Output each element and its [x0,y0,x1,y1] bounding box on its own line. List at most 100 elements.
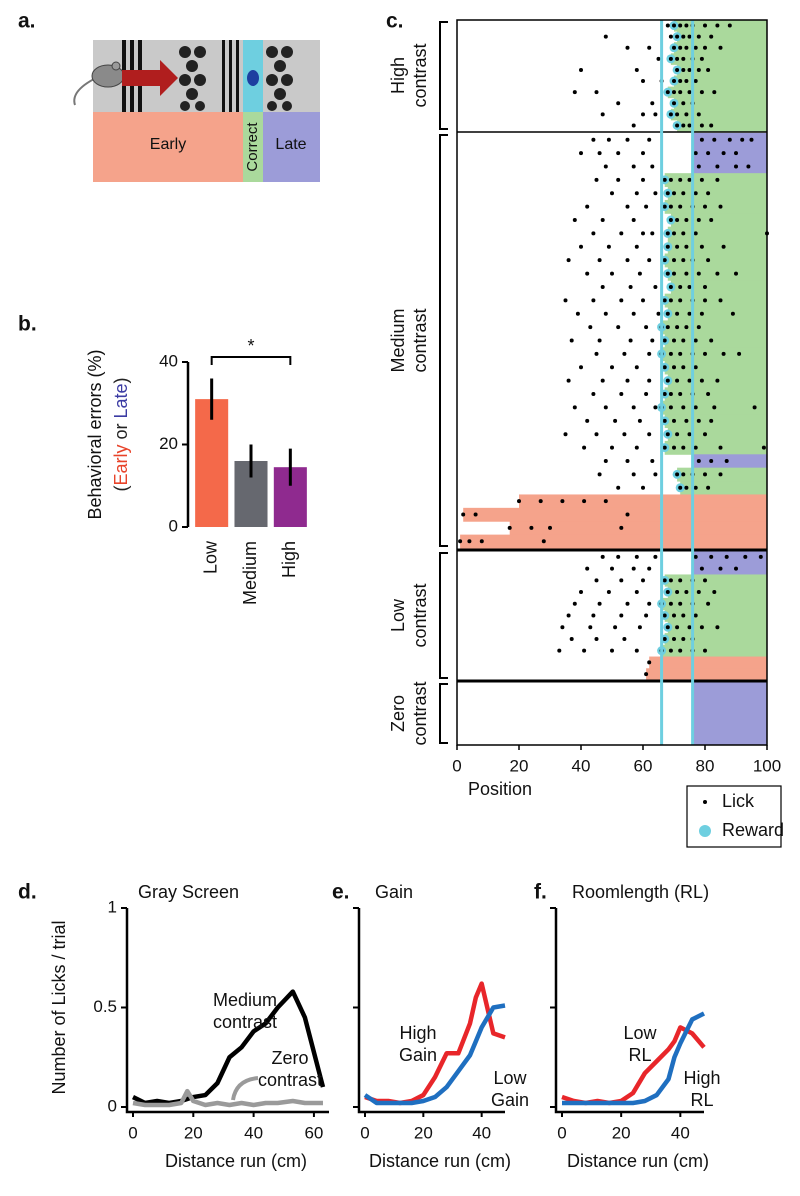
legend-label: Reward [722,820,784,840]
lick [616,177,621,182]
checker [179,46,293,111]
lick [585,566,590,571]
lick [641,298,645,303]
lick [715,271,720,276]
lick [678,648,683,653]
zone-label: Early [150,136,186,153]
lick [579,590,583,595]
lick [703,23,707,28]
lick [709,458,714,463]
lick [672,101,676,106]
lick [600,112,605,117]
late-region [692,719,767,733]
lick [610,271,614,276]
correct-region [674,97,767,110]
correct-region [664,253,767,268]
lick [588,625,593,630]
bar [195,399,229,527]
lick [579,244,583,249]
lick [641,231,645,236]
lick [734,271,738,276]
late-region [692,551,767,564]
correct-region [677,64,767,76]
lick [721,151,726,156]
lick [631,164,636,169]
lick [678,204,683,209]
lick [681,338,686,343]
lick [585,271,590,276]
lick [560,499,565,504]
legend-box [686,785,782,848]
series-label: Low RL [623,1023,657,1065]
lick [606,590,611,595]
early-region [649,656,767,669]
series-line [364,981,506,1106]
lick [675,432,680,437]
lick [715,23,720,28]
lick [572,218,577,223]
correct-region [664,333,767,348]
lick [709,554,714,559]
lick [541,539,546,544]
lick [675,311,680,316]
lick [610,191,614,196]
lick [715,177,720,182]
lick [672,365,676,370]
block-label: High contrast [388,43,430,107]
lick [585,204,590,209]
correct-region [674,75,767,88]
lick [653,472,658,477]
x-tick-label: 40 [671,1123,690,1142]
lick [579,67,583,72]
lick [699,177,704,182]
lick [687,625,692,630]
lick [681,231,686,236]
lick [693,79,698,84]
lick [684,485,689,490]
lick [696,325,701,330]
axes [554,908,704,1114]
x-tick-label: 0 [360,1123,369,1142]
lick [703,432,707,437]
lick [681,636,686,641]
lick [678,298,683,303]
lick [696,218,701,223]
lick [625,258,630,263]
lick [563,298,568,303]
panel-letter: b. [18,313,37,336]
lick [625,512,630,517]
panel-letter: e. [332,881,350,904]
lick [678,392,683,397]
lick [715,625,720,630]
lick [529,525,534,530]
lick [613,418,618,423]
lick [693,445,698,450]
lick [681,56,686,61]
lick [696,112,701,117]
lick [758,554,763,559]
lick [681,405,686,410]
lick [681,34,686,39]
lick [724,458,729,463]
reward-drop [247,70,259,86]
block-bracket [439,21,448,130]
lick [622,432,627,437]
lick [591,392,596,397]
lick [634,648,639,653]
lick [637,418,642,423]
lick [703,351,707,356]
lick [625,458,630,463]
lick [709,218,714,223]
lick [724,554,729,559]
lick [467,539,472,544]
lick [473,512,478,517]
lick [693,405,698,410]
lick [603,405,608,410]
early-region [509,521,767,536]
lick [610,445,614,450]
lick [665,625,670,630]
lick [696,458,701,463]
lick [718,298,723,303]
lick [693,151,698,156]
y-tick-label: 0 [108,1096,117,1115]
